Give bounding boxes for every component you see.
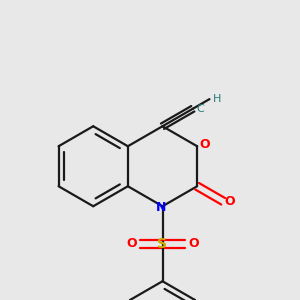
Text: O: O — [188, 237, 199, 250]
Text: S: S — [158, 237, 167, 251]
Text: N: N — [156, 201, 166, 214]
Text: H: H — [213, 94, 221, 104]
Text: O: O — [126, 237, 136, 250]
Text: O: O — [199, 139, 210, 152]
Text: O: O — [224, 195, 235, 208]
Text: C: C — [196, 104, 204, 114]
